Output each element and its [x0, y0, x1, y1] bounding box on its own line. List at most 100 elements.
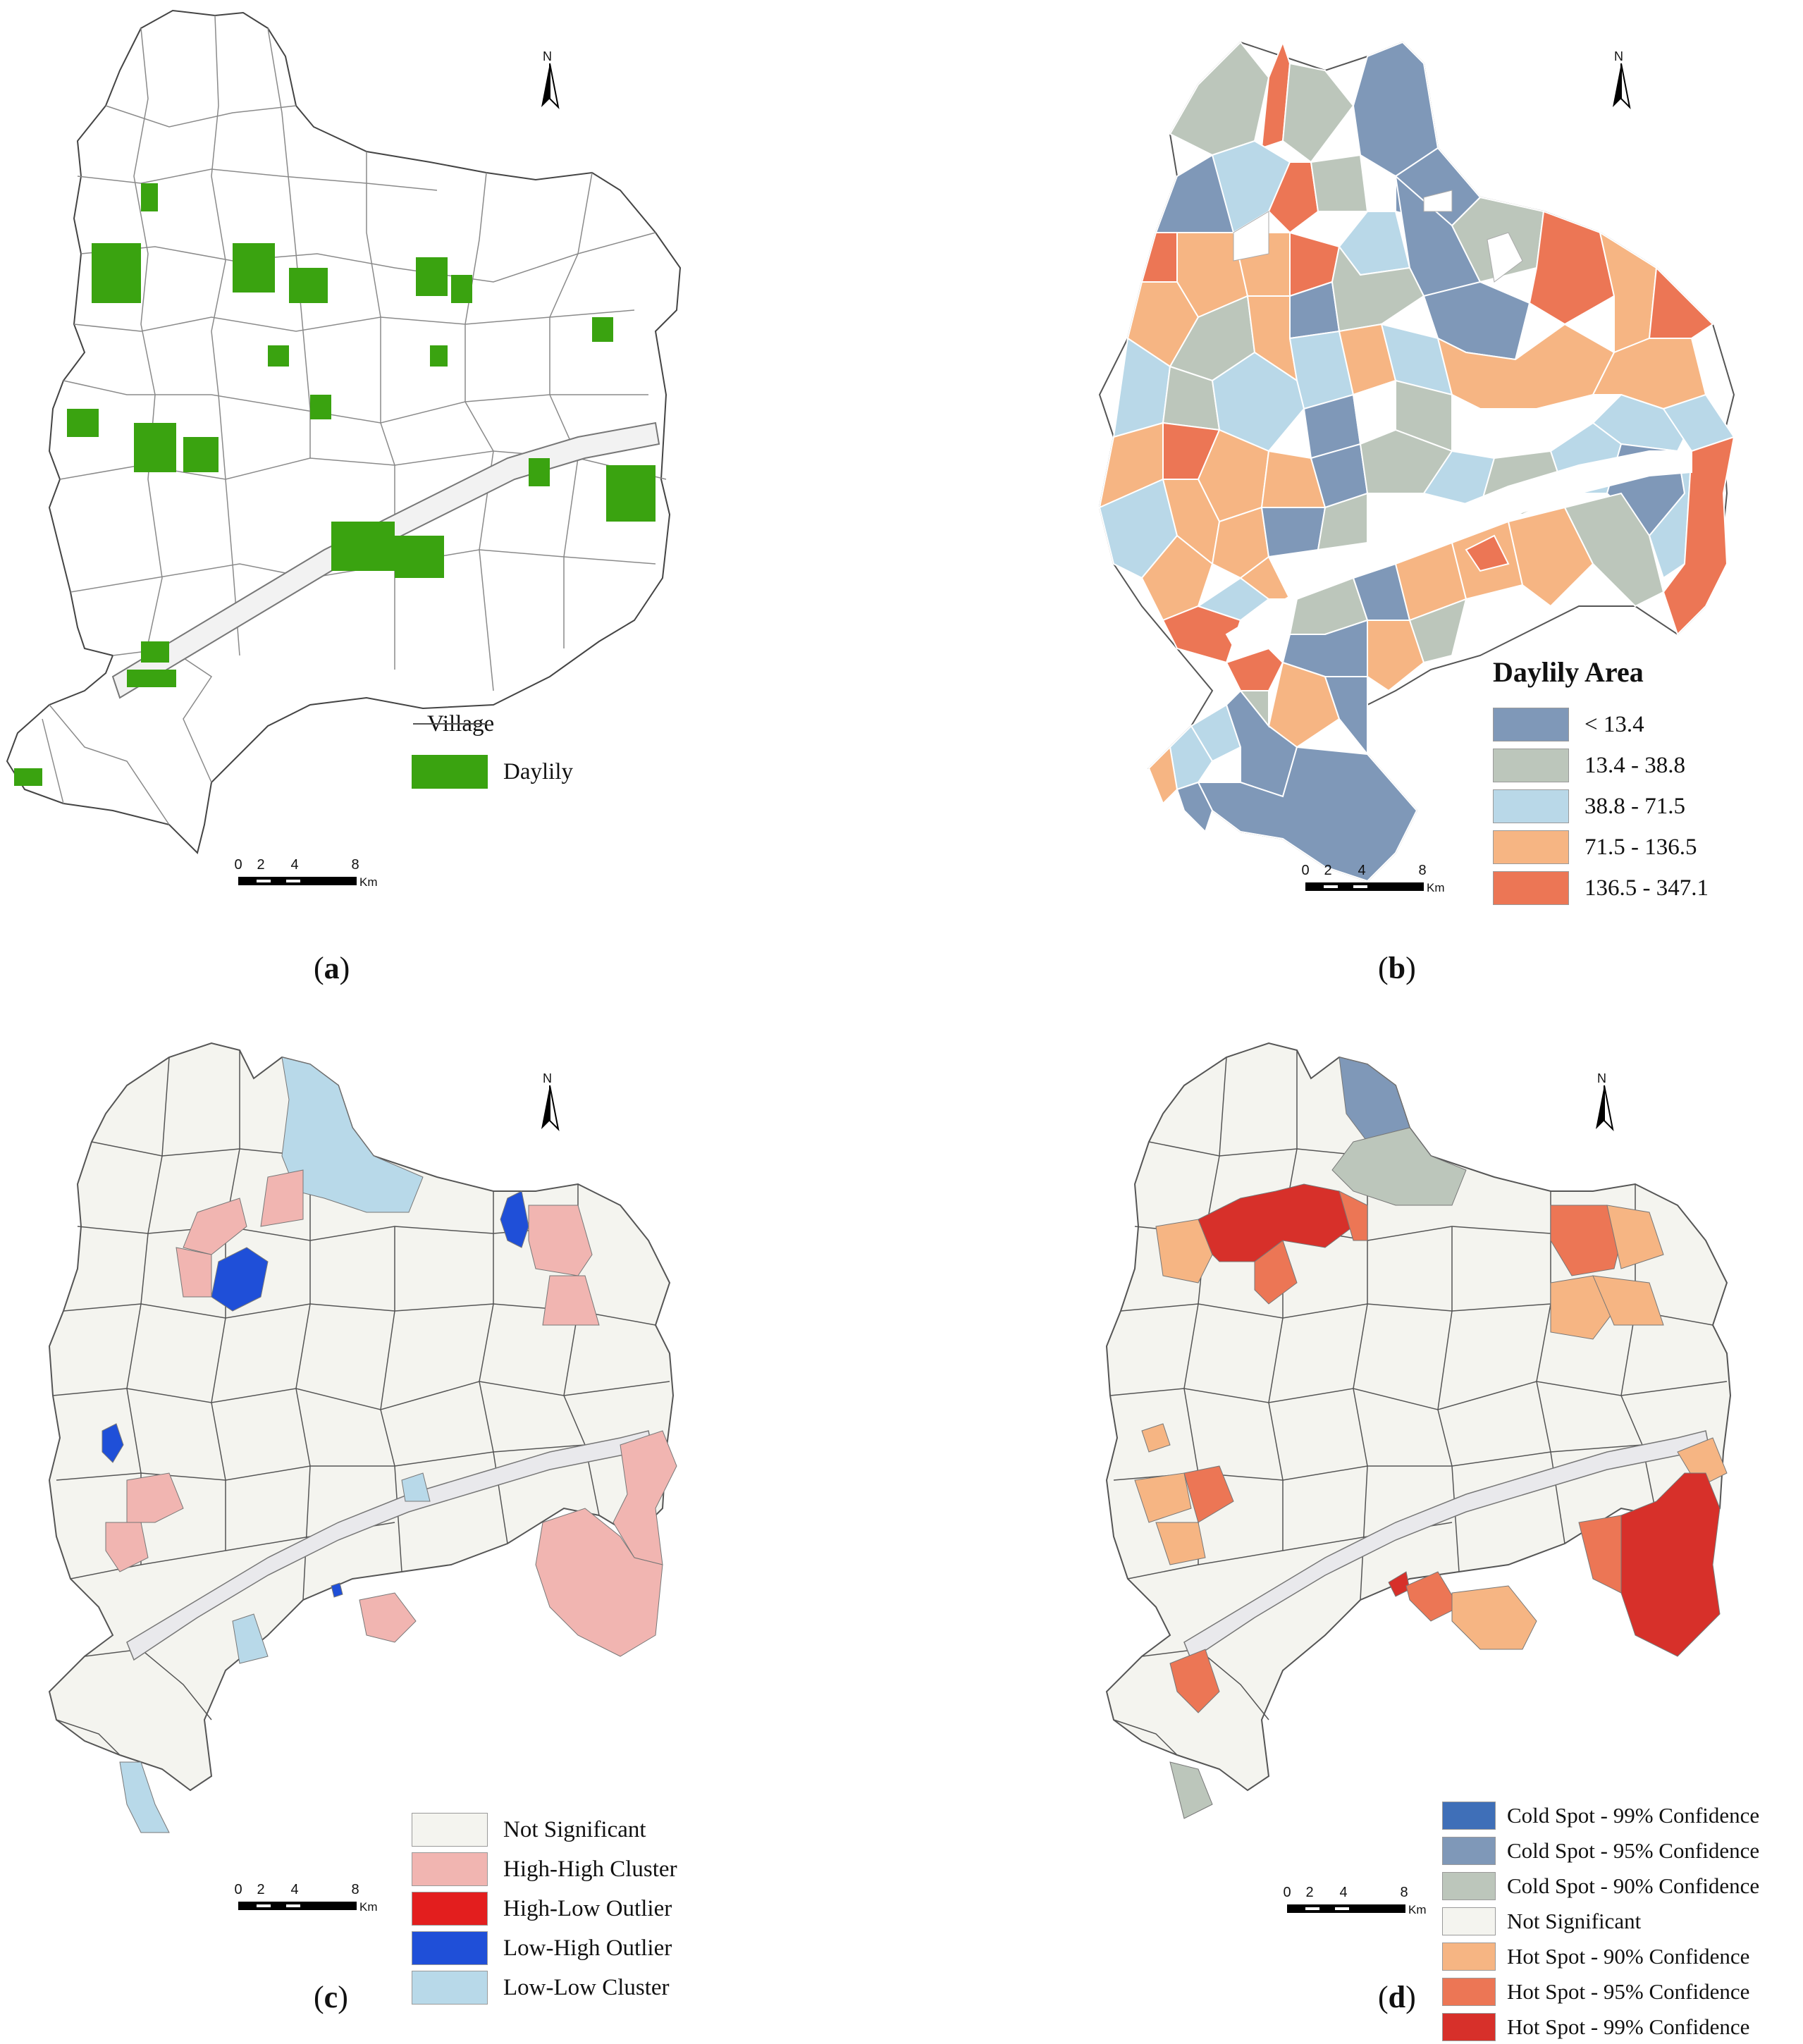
legend-item: High-Low Outlier: [412, 1892, 672, 1926]
legend-item: Hot Spot - 90% Confidence: [1442, 1940, 1749, 1974]
low-low-cluster-region: [119, 1761, 170, 1833]
legend-item: Cold Spot - 95% Confidence: [1442, 1834, 1759, 1868]
scale-bar: 0 2 4 8 Km: [234, 1882, 378, 1914]
panel-d: N Cold Spot - 99% Confidence Cold Spot -…: [1057, 1015, 1803, 2041]
legend-item-daylily: Daylily: [412, 755, 573, 789]
hot-spot-99-region: [1620, 1472, 1721, 1657]
legend-item: 13.4 - 38.8: [1493, 749, 1685, 782]
caption-b: (b): [1378, 951, 1416, 985]
high-high-cluster-region: [260, 1169, 304, 1227]
legend-item-village: Village: [412, 707, 494, 741]
scale-bar: 0 2 4 8 Km: [234, 857, 400, 892]
north-arrow-icon: [1596, 1085, 1614, 1132]
cluster-polygons: [101, 1057, 677, 1833]
low-high-outlier-region: [211, 1247, 269, 1312]
legend-item: Cold Spot - 99% Confidence: [1442, 1799, 1759, 1833]
caption-c: (c): [314, 1980, 348, 2014]
high-high-cluster-region: [126, 1472, 184, 1523]
legend-item: Low-High Outlier: [412, 1931, 672, 1965]
legend-item: < 13.4: [1493, 708, 1644, 741]
village-polygon: [1225, 647, 1284, 691]
hot-spot-99-region: [1198, 1183, 1354, 1262]
village-boundary-map: [6, 9, 682, 854]
north-label: N: [543, 49, 552, 63]
daylily-swatch: [412, 755, 488, 789]
village-polygon: [1197, 746, 1418, 882]
hot-spot-95-region: [1183, 1465, 1234, 1523]
village-polygon: [1662, 436, 1735, 636]
hotspot-polygons: [1134, 1057, 1728, 1819]
cold-spot-90-region: [1331, 1127, 1467, 1206]
village-polygon: [1648, 266, 1714, 339]
village-polygon: [1331, 245, 1425, 333]
village-polygon: [1408, 598, 1467, 664]
hot-spot-90-region: [1606, 1205, 1664, 1269]
village-polygon: [1352, 41, 1439, 178]
panel-b: N Daylily Area < 13.4 13.4 - 38.8 38.8 -…: [1057, 0, 1803, 987]
hot-spot-90-region: [1155, 1522, 1206, 1565]
lisa-cluster-map: [48, 1042, 677, 1833]
legend-item: 136.5 - 347.1: [1493, 871, 1709, 905]
village-line-swatch: [413, 723, 486, 725]
hot-spot-95-region: [1169, 1649, 1220, 1713]
high-high-cluster-region: [359, 1592, 417, 1643]
scale-unit: Km: [359, 875, 378, 889]
scale-tick: 0: [234, 857, 242, 873]
river-band: [111, 421, 660, 699]
north-arrow-icon: [541, 63, 560, 110]
no-data-area: [1487, 232, 1523, 283]
panel-a: N Village Daylily 0 2 4 8 Km (a): [0, 0, 705, 987]
north-label: N: [1614, 49, 1623, 63]
high-high-cluster-region: [105, 1522, 149, 1572]
legend-item: Not Significant: [1442, 1904, 1641, 1938]
study-area-outline: [6, 9, 682, 854]
legend-item: Hot Spot - 99% Confidence: [1442, 2010, 1749, 2044]
village-polygon: [1465, 534, 1510, 572]
hot-spot-90-region: [1592, 1275, 1664, 1326]
low-high-outlier-region: [500, 1190, 529, 1248]
north-arrow-icon: [541, 1085, 560, 1132]
low-high-outlier-region: [101, 1423, 124, 1463]
low-high-outlier-region: [331, 1582, 343, 1598]
hot-spot-95-region: [1339, 1190, 1368, 1241]
hot-spot-95-region: [1405, 1571, 1460, 1622]
legend-item: High-High Cluster: [412, 1852, 677, 1886]
village-polygon: [1140, 232, 1178, 283]
legend-item: Not Significant: [412, 1813, 646, 1847]
no-data-areas: [1233, 190, 1523, 283]
village-polygon: [1267, 661, 1341, 749]
scale-tick: 4: [290, 857, 299, 873]
low-low-cluster-region: [401, 1472, 431, 1502]
scale-tick: 8: [351, 857, 359, 873]
high-high-cluster-region: [183, 1198, 247, 1255]
scale-bar: 0 2 4 8 Km: [1283, 1885, 1427, 1916]
scale-tick: 2: [257, 857, 265, 873]
north-arrow-icon: [1613, 63, 1631, 110]
legend-item: Cold Spot - 90% Confidence: [1442, 1869, 1759, 1903]
scale-bar: 0 2 4 8 Km: [1301, 863, 1445, 894]
north-label: N: [1597, 1071, 1606, 1085]
hot-spot-90-region: [1134, 1472, 1192, 1523]
legend-label: Daylily: [503, 758, 573, 784]
low-low-cluster-region: [281, 1057, 424, 1213]
hot-spot-95-region: [1254, 1240, 1298, 1305]
village-polygon: [1260, 507, 1327, 558]
hot-spot-90-region: [1451, 1585, 1537, 1650]
daylily-area-map: [1098, 40, 1735, 882]
legend-item: Hot Spot - 95% Confidence: [1442, 1975, 1749, 2009]
caption-d: (d): [1378, 1980, 1416, 2014]
village-polygon: [1507, 506, 1594, 608]
legend-item: Low-Low Cluster: [412, 1971, 670, 2005]
hot-spot-90-region: [1155, 1219, 1213, 1283]
panel-c: N Not Significant High-High Cluster High…: [0, 1015, 705, 2028]
legend-item: 71.5 - 136.5: [1493, 830, 1697, 864]
village-polygon: [1563, 492, 1665, 608]
village-polygon: [1317, 492, 1368, 551]
village-polygon: [1238, 690, 1269, 728]
village-polygon: [1310, 154, 1369, 212]
legend-item: 38.8 - 71.5: [1493, 789, 1685, 823]
hotspot-map: [1105, 1042, 1732, 1819]
north-label: N: [543, 1071, 552, 1085]
village-polygon: [1367, 620, 1425, 692]
village-polygon: [1267, 161, 1319, 234]
